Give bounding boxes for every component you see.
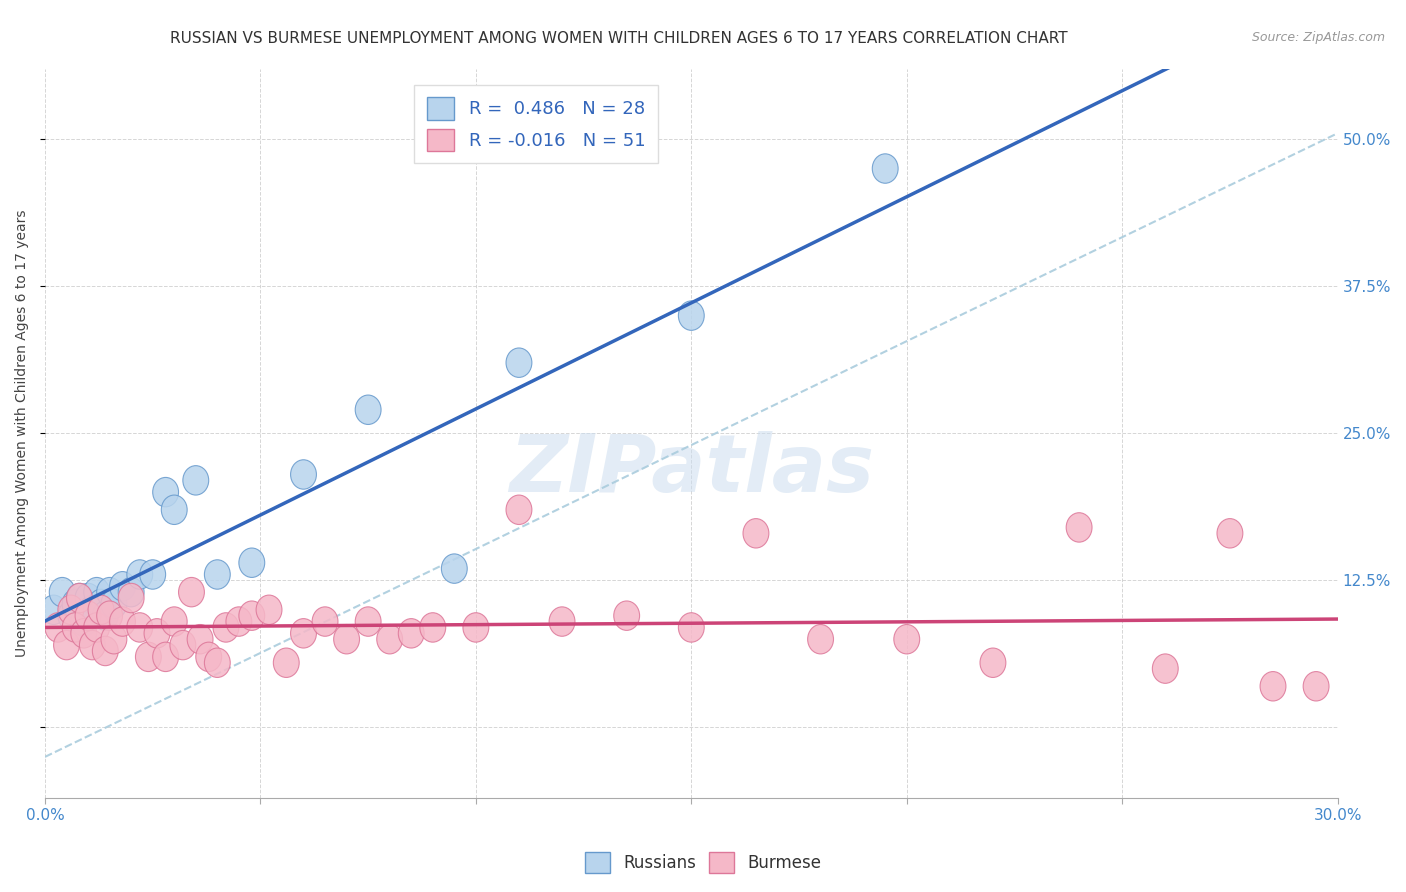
Ellipse shape — [97, 577, 122, 607]
Ellipse shape — [84, 613, 110, 642]
Ellipse shape — [127, 613, 153, 642]
Ellipse shape — [70, 607, 97, 636]
Ellipse shape — [45, 613, 70, 642]
Ellipse shape — [980, 648, 1005, 677]
Ellipse shape — [187, 624, 214, 654]
Ellipse shape — [614, 601, 640, 631]
Ellipse shape — [101, 590, 127, 619]
Ellipse shape — [678, 613, 704, 642]
Ellipse shape — [49, 577, 75, 607]
Ellipse shape — [183, 466, 208, 495]
Ellipse shape — [204, 648, 231, 677]
Ellipse shape — [153, 642, 179, 672]
Ellipse shape — [742, 518, 769, 548]
Ellipse shape — [195, 642, 222, 672]
Ellipse shape — [273, 648, 299, 677]
Ellipse shape — [110, 607, 135, 636]
Ellipse shape — [678, 301, 704, 330]
Ellipse shape — [80, 595, 105, 624]
Ellipse shape — [162, 495, 187, 524]
Ellipse shape — [170, 631, 195, 660]
Ellipse shape — [93, 636, 118, 665]
Ellipse shape — [75, 601, 101, 631]
Ellipse shape — [256, 595, 283, 624]
Ellipse shape — [41, 595, 66, 624]
Ellipse shape — [894, 624, 920, 654]
Ellipse shape — [1066, 513, 1092, 542]
Ellipse shape — [58, 595, 84, 624]
Ellipse shape — [463, 613, 489, 642]
Ellipse shape — [377, 624, 402, 654]
Ellipse shape — [58, 601, 84, 631]
Ellipse shape — [118, 583, 143, 613]
Ellipse shape — [204, 560, 231, 590]
Ellipse shape — [101, 624, 127, 654]
Ellipse shape — [93, 601, 118, 631]
Ellipse shape — [118, 577, 143, 607]
Ellipse shape — [179, 577, 204, 607]
Ellipse shape — [420, 613, 446, 642]
Ellipse shape — [80, 631, 105, 660]
Ellipse shape — [312, 607, 337, 636]
Ellipse shape — [162, 607, 187, 636]
Ellipse shape — [127, 560, 153, 590]
Ellipse shape — [441, 554, 467, 583]
Ellipse shape — [97, 601, 122, 631]
Ellipse shape — [807, 624, 834, 654]
Ellipse shape — [153, 477, 179, 507]
Ellipse shape — [89, 590, 114, 619]
Ellipse shape — [291, 619, 316, 648]
Text: RUSSIAN VS BURMESE UNEMPLOYMENT AMONG WOMEN WITH CHILDREN AGES 6 TO 17 YEARS COR: RUSSIAN VS BURMESE UNEMPLOYMENT AMONG WO… — [170, 31, 1067, 46]
Text: Source: ZipAtlas.com: Source: ZipAtlas.com — [1251, 31, 1385, 45]
Legend: R =  0.486   N = 28, R = -0.016   N = 51: R = 0.486 N = 28, R = -0.016 N = 51 — [415, 85, 658, 163]
Ellipse shape — [398, 619, 425, 648]
Ellipse shape — [214, 613, 239, 642]
Ellipse shape — [62, 590, 89, 619]
Ellipse shape — [75, 583, 101, 613]
Ellipse shape — [66, 583, 93, 613]
Ellipse shape — [70, 619, 97, 648]
Ellipse shape — [62, 613, 89, 642]
Ellipse shape — [239, 548, 264, 577]
Ellipse shape — [1153, 654, 1178, 683]
Ellipse shape — [1260, 672, 1286, 701]
Ellipse shape — [139, 560, 166, 590]
Ellipse shape — [506, 495, 531, 524]
Ellipse shape — [1218, 518, 1243, 548]
Ellipse shape — [110, 572, 135, 601]
Ellipse shape — [550, 607, 575, 636]
Ellipse shape — [506, 348, 531, 377]
Ellipse shape — [226, 607, 252, 636]
Ellipse shape — [239, 601, 264, 631]
Ellipse shape — [356, 607, 381, 636]
Ellipse shape — [333, 624, 360, 654]
Ellipse shape — [1303, 672, 1329, 701]
Ellipse shape — [356, 395, 381, 425]
Y-axis label: Unemployment Among Women with Children Ages 6 to 17 years: Unemployment Among Women with Children A… — [15, 210, 30, 657]
Ellipse shape — [89, 595, 114, 624]
Legend: Russians, Burmese: Russians, Burmese — [578, 846, 828, 880]
Ellipse shape — [872, 153, 898, 183]
Ellipse shape — [53, 631, 80, 660]
Ellipse shape — [135, 642, 162, 672]
Ellipse shape — [143, 619, 170, 648]
Text: ZIPatlas: ZIPatlas — [509, 431, 873, 508]
Ellipse shape — [66, 583, 93, 613]
Ellipse shape — [291, 459, 316, 489]
Ellipse shape — [84, 577, 110, 607]
